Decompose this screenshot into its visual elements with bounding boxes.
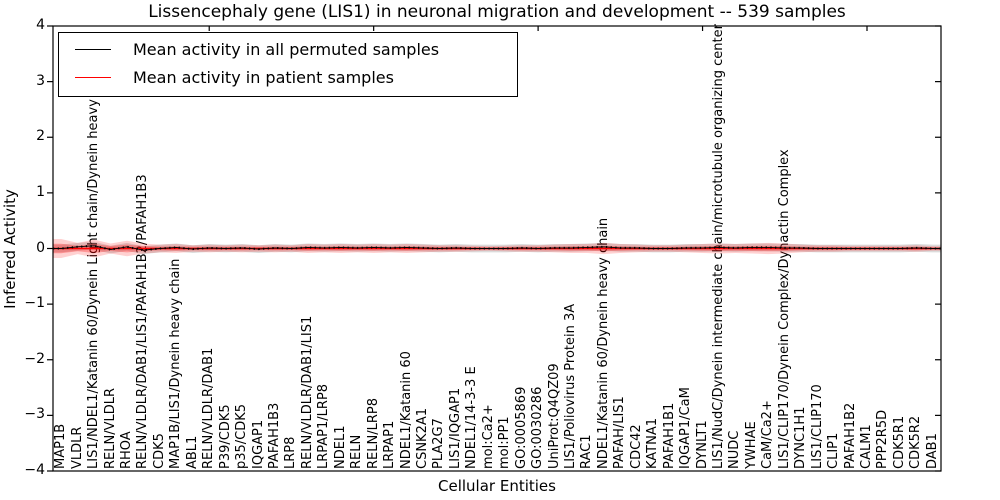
y-tick-label: 0 (36, 239, 45, 256)
y-tick-label: −4 (24, 462, 45, 478)
y-tick-label: −3 (24, 406, 45, 423)
y-tick-label: −1 (24, 295, 45, 312)
y-tick-label: −2 (24, 350, 45, 367)
legend: Mean activity in all permuted samples Me… (58, 32, 518, 97)
x-tick-label: NDEL1/14-3-3 E (464, 366, 480, 469)
x-tick-label: RELN/VLDLR (102, 387, 118, 469)
x-tick-label: CaM/Ca2+ (760, 400, 776, 469)
legend-label: Mean activity in all permuted samples (133, 40, 440, 59)
x-tick-label: NUDC (727, 430, 743, 469)
x-tick-label: LRPAP1 (382, 420, 398, 469)
x-tick-label: PAFAH1B1 (661, 402, 677, 469)
x-tick-label: DAB1 (924, 433, 940, 469)
x-tick-label: GO:0005869 (513, 386, 529, 469)
x-tick-label: VLDLR (69, 426, 85, 469)
x-tick-label: DYNLT1 (694, 420, 710, 469)
x-tick-label: RAC1 (579, 434, 595, 469)
legend-line-swatch-black (75, 49, 111, 50)
x-tick-label: ABL1 (184, 435, 200, 469)
x-tick-label: LIS1/CLIP170 (809, 384, 825, 469)
x-tick-label: RHOA (119, 431, 134, 469)
legend-line-swatch-red (75, 77, 111, 78)
chart-title: Lissencephaly gene (LIS1) in neuronal mi… (148, 2, 846, 22)
x-tick-label: NDEL1/Katanin 60 (398, 351, 414, 469)
x-tick-label: CDC42 (628, 424, 644, 469)
x-tick-label: NDEL1 (332, 425, 348, 469)
x-tick-label: GO:0030286 (530, 386, 546, 469)
x-tick-label: LRP8 (283, 436, 299, 469)
x-tick-label: RELN/LRP8 (365, 398, 381, 469)
x-tick-label: LIS1/NudC/Dynein intermediate chain/micr… (711, 24, 726, 469)
x-tick-label: CALM1 (859, 424, 874, 469)
x-tick-label: LIS1/Poliovirus Protein 3A (563, 303, 578, 469)
x-tick-label: YWHAE (743, 421, 759, 469)
x-tick-label: LIS1/NDEL1/Katanin 60/Dynein Light chain… (86, 59, 102, 469)
x-tick-label: P39/CDK5 (217, 404, 233, 469)
x-tick-label: CLIP1 (826, 432, 842, 469)
y-tick-label: 1 (36, 183, 45, 200)
x-tick-label: PAFAH1B2 (842, 402, 858, 469)
x-tick-label: MAP1B/LIS1/Dynein heavy chain (168, 258, 184, 469)
x-tick-label: p35/CDK5 (234, 403, 250, 469)
x-tick-label: DYNC1H1 (793, 406, 809, 469)
legend-item-patient: Mean activity in patient samples (75, 68, 509, 87)
x-tick-label: CDK5R2 (908, 415, 924, 469)
x-tick-label: mol:PP1 (497, 416, 513, 469)
y-tick-label: 4 (36, 17, 45, 33)
legend-label: Mean activity in patient samples (133, 68, 394, 87)
x-tick-label: RELN/VLDLR/DAB1 (201, 347, 217, 469)
x-tick-label: PAFAH/LIS1 (612, 396, 628, 469)
x-tick-label: NDEL1/Katanin 60/Dynein heavy chain (595, 217, 611, 469)
x-tick-label: CDK5R1 (891, 415, 907, 469)
x-tick-label: RELN (349, 434, 365, 469)
x-tick-label: KATNA1 (645, 417, 661, 469)
x-tick-label: IQGAP1/CaM (678, 387, 694, 469)
x-tick-label: CDK5 (151, 433, 167, 469)
y-tick-label: 2 (36, 128, 45, 145)
x-tick-label: PPP2R5D (875, 409, 891, 469)
x-tick-label: MAP1B (53, 423, 69, 469)
x-tick-label: mol:Ca2+ (480, 404, 496, 469)
y-tick-label: 3 (36, 72, 45, 89)
x-tick-label: LIS1/IQGAP1 (447, 387, 463, 469)
x-tick-label: IQGAP1 (250, 419, 266, 469)
x-tick-label: LRPAP1/LRP8 (316, 383, 332, 469)
x-tick-label: LIS1/CLIP170/Dynein Complex/Dynactin Com… (776, 149, 792, 469)
x-tick-label: UniProt:Q4QZ09 (546, 363, 562, 469)
x-tick-label: PLA2G7 (431, 418, 447, 469)
x-tick-label: RELN/VLDLR/DAB1/LIS1/PAFAH1B2/PAFAH1B3 (135, 174, 151, 469)
x-tick-label: RELN/VLDLR/DAB1/LIS1 (299, 315, 315, 469)
legend-item-permuted: Mean activity in all permuted samples (75, 40, 509, 59)
x-axis-title: Cellular Entities (438, 477, 556, 495)
x-tick-label: PAFAH1B3 (267, 402, 282, 469)
x-tick-label: CSNK2A1 (415, 407, 430, 469)
